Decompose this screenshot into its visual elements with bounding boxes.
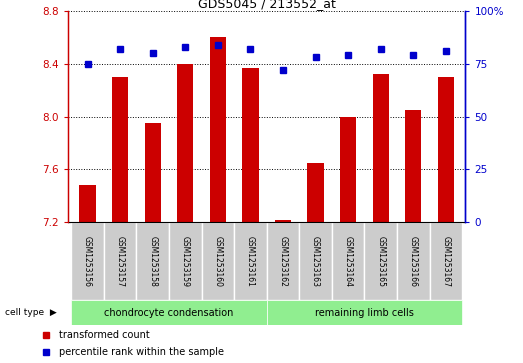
Bar bbox=[275, 220, 291, 222]
Bar bbox=[397, 222, 429, 300]
Text: GSM1253165: GSM1253165 bbox=[376, 236, 385, 287]
Text: GSM1253157: GSM1253157 bbox=[116, 236, 124, 287]
Text: GSM1253162: GSM1253162 bbox=[279, 236, 288, 287]
Bar bbox=[242, 68, 258, 222]
Bar bbox=[210, 37, 226, 222]
Text: GSM1253163: GSM1253163 bbox=[311, 236, 320, 287]
Bar bbox=[299, 222, 332, 300]
Text: GSM1253160: GSM1253160 bbox=[213, 236, 222, 287]
Text: GSM1253159: GSM1253159 bbox=[181, 236, 190, 287]
Text: GSM1253161: GSM1253161 bbox=[246, 236, 255, 287]
Bar bbox=[169, 222, 201, 300]
Bar bbox=[104, 222, 137, 300]
Bar bbox=[267, 300, 462, 325]
Bar bbox=[372, 74, 389, 222]
Bar bbox=[332, 222, 365, 300]
Bar bbox=[177, 64, 194, 222]
Bar bbox=[267, 222, 299, 300]
Bar bbox=[112, 77, 128, 222]
Bar bbox=[234, 222, 267, 300]
Bar bbox=[71, 222, 104, 300]
Bar bbox=[137, 222, 169, 300]
Text: GSM1253156: GSM1253156 bbox=[83, 236, 92, 287]
Text: percentile rank within the sample: percentile rank within the sample bbox=[59, 347, 224, 357]
Bar bbox=[71, 300, 267, 325]
Text: GSM1253164: GSM1253164 bbox=[344, 236, 353, 287]
Bar bbox=[340, 117, 356, 222]
Bar bbox=[308, 163, 324, 222]
Text: chondrocyte condensation: chondrocyte condensation bbox=[104, 307, 234, 318]
Bar bbox=[405, 110, 422, 222]
Bar bbox=[438, 77, 454, 222]
Bar bbox=[365, 222, 397, 300]
Text: GSM1253167: GSM1253167 bbox=[441, 236, 450, 287]
Text: transformed count: transformed count bbox=[59, 330, 150, 339]
Bar bbox=[429, 222, 462, 300]
Bar bbox=[79, 185, 96, 222]
Text: GSM1253166: GSM1253166 bbox=[409, 236, 418, 287]
Text: remaining limb cells: remaining limb cells bbox=[315, 307, 414, 318]
Title: GDS5045 / 213552_at: GDS5045 / 213552_at bbox=[198, 0, 336, 10]
Bar bbox=[144, 123, 161, 222]
Text: GSM1253158: GSM1253158 bbox=[148, 236, 157, 287]
Text: cell type  ▶: cell type ▶ bbox=[5, 308, 57, 317]
Bar bbox=[201, 222, 234, 300]
